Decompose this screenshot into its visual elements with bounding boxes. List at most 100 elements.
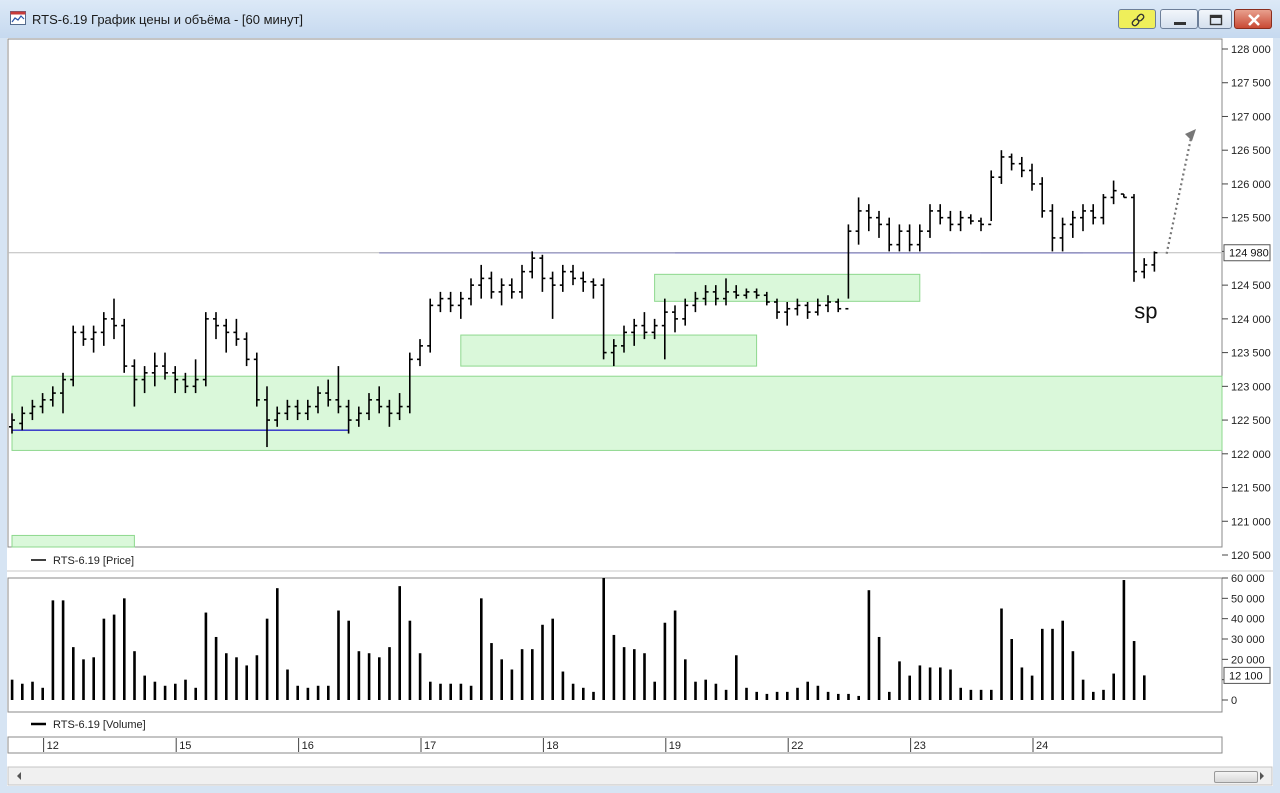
price-bar: [345, 399, 352, 434]
price-bar: [1100, 194, 1107, 225]
maximize-icon: [1209, 14, 1223, 26]
price-bar: [937, 204, 944, 225]
price-bar: [998, 150, 1005, 184]
price-bar: [692, 291, 699, 313]
volume-bar: [276, 588, 279, 700]
price-bar: [60, 372, 66, 414]
volume-bar: [1122, 580, 1126, 700]
volume-bar: [694, 681, 697, 700]
forecast-arrowhead: [1185, 129, 1196, 141]
price-tick-label: 125 500: [1231, 213, 1271, 225]
price-bar: [967, 214, 974, 225]
price-bar: [896, 224, 903, 252]
volume-bar: [1051, 628, 1054, 700]
volume-bar: [898, 661, 901, 700]
volume-bar: [306, 687, 310, 700]
volume-bar: [714, 683, 718, 700]
price-bar: [1141, 258, 1148, 279]
volume-bar: [1143, 675, 1146, 700]
volume-bar: [837, 693, 840, 700]
support-zone: [654, 273, 921, 302]
price-bar: [100, 312, 107, 346]
volume-bar: [1010, 639, 1013, 700]
price-bar: [886, 217, 893, 252]
price-bar: [641, 312, 648, 340]
price-bar: [1049, 204, 1056, 252]
volume-bar: [459, 683, 463, 700]
price-bar: [927, 204, 933, 238]
time-tick-label: 22: [791, 740, 803, 752]
price-bar: [284, 399, 291, 421]
volume-bar: [1102, 689, 1105, 700]
price-bar: [315, 386, 321, 414]
scroll-left-icon[interactable]: [17, 772, 21, 780]
volume-bar: [918, 665, 922, 700]
maximize-button[interactable]: [1198, 9, 1232, 29]
volume-bar: [633, 649, 636, 700]
volume-bar: [612, 634, 616, 700]
support-zone: [11, 375, 1223, 451]
price-bar: [19, 406, 26, 431]
price-bar: [264, 386, 270, 448]
volume-bar: [1092, 691, 1095, 700]
price-tick-label: 122 000: [1231, 449, 1271, 461]
price-bar: [131, 359, 138, 407]
price-bar: [447, 291, 454, 313]
price-bar: [743, 288, 750, 299]
volume-bar: [143, 675, 146, 700]
price-bar: [182, 372, 189, 394]
price-bar: [151, 352, 158, 387]
price-bar: [1080, 204, 1086, 232]
time-tick-label: 18: [546, 740, 558, 752]
volume-bar: [541, 624, 544, 700]
volume-legend: RTS-6.19 [Volume]: [31, 719, 146, 731]
volume-bar: [112, 614, 116, 700]
price-bar: [1008, 153, 1015, 171]
minimize-button[interactable]: [1160, 9, 1198, 29]
volume-bar: [592, 691, 595, 700]
time-tick-label: 16: [302, 740, 314, 752]
price-bar: [508, 278, 515, 299]
price-bar: [80, 325, 87, 346]
price-bar: [223, 318, 230, 353]
volume-bar: [969, 689, 973, 700]
annotation-sp: sp: [1134, 299, 1157, 324]
close-button[interactable]: [1234, 9, 1272, 29]
price-tick-label: 123 000: [1231, 381, 1271, 393]
scroll-right-icon[interactable]: [1260, 772, 1264, 780]
volume-bar: [877, 636, 881, 700]
price-tick-label: 124 000: [1231, 314, 1271, 326]
price-bar: [988, 170, 995, 226]
volume-bar: [1071, 651, 1075, 700]
chart-canvas: sp 128 000 127 500 127 000 126 500 126 000 12…: [7, 38, 1273, 786]
volume-bar: [755, 691, 758, 700]
price-bar: [90, 325, 97, 353]
price-bar: [835, 298, 842, 313]
volume-bar: [551, 618, 554, 700]
price-bar: [661, 298, 668, 360]
volume-bar: [123, 598, 126, 700]
price-bar: [865, 204, 872, 232]
price-tick-label: 127 000: [1231, 111, 1271, 123]
price-bar: [274, 406, 281, 427]
volume-bar: [51, 600, 55, 700]
horizontal-scrollbar[interactable]: [7, 766, 1273, 786]
price-bar: [814, 298, 821, 316]
support-zone: [460, 334, 758, 367]
price-bar: [804, 302, 811, 319]
scroll-thumb[interactable]: [1214, 771, 1258, 783]
volume-bar: [163, 685, 167, 700]
price-legend: RTS-6.19 [Price]: [31, 555, 134, 567]
link-button[interactable]: [1118, 9, 1156, 29]
price-bar: [600, 278, 607, 360]
price-bar: [631, 318, 638, 346]
volume-tick-label: 60 000: [1231, 573, 1265, 585]
price-bar: [427, 298, 434, 353]
price-bar: [1110, 180, 1117, 205]
volume-bar: [1061, 620, 1064, 700]
volume-bar: [888, 691, 891, 700]
volume-bar: [235, 657, 238, 700]
price-bar: [916, 224, 923, 252]
price-bar: [70, 325, 77, 387]
volume-bar: [357, 651, 361, 700]
